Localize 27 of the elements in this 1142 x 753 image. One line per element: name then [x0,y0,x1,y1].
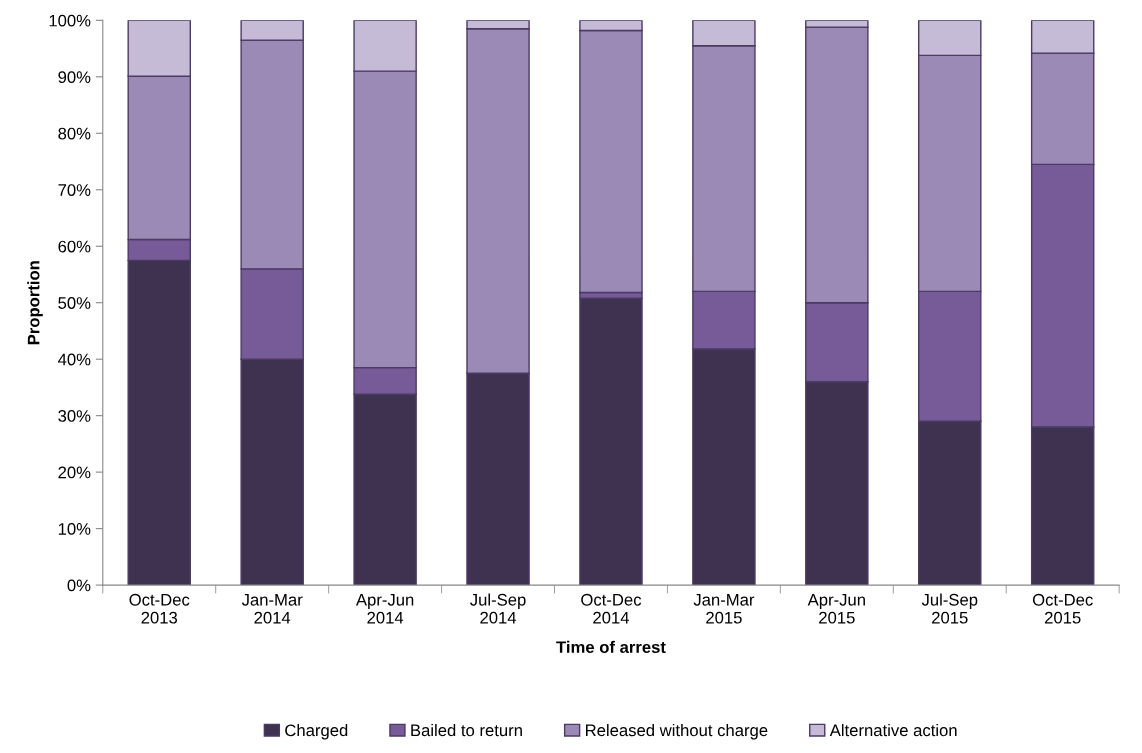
y-axis-title: Proportion [27,261,43,345]
x-tick-label: Oct-Dec 2013 [129,593,190,624]
bar [579,297,643,586]
legend-label: Released without charge [586,723,768,740]
y-tick-label: 60% [58,240,91,253]
x-tick-label: Jul-Sep 2014 [470,593,526,624]
x-axis-title: Time of arrest [556,640,666,654]
x-tick-label: Apr-Jun 2015 [807,594,865,624]
legend-label: Charged [285,723,348,740]
y-tick-label: 90% [58,71,91,84]
x-tick-label: Oct-Dec 2014 [581,593,642,624]
y-tick-label: 50% [58,297,91,309]
x-tick-label: Apr-Jun 2014 [355,594,414,624]
y-tick-label: 80% [58,127,91,140]
x-tick-label: Oct-Dec 2015 [1032,593,1093,624]
y-tick-label: 0% [67,579,91,592]
y-tick-label: 40% [58,353,91,366]
y-tick-label: 20% [58,466,91,479]
x-tick-label: Jan-Mar 2014 [241,594,303,624]
x-tick-label: Jan-Mar 2015 [693,594,755,624]
legend-label: Bailed to return [411,723,522,737]
y-tick-label: 30% [58,410,91,422]
y-tick-label: 70% [58,184,91,196]
x-tick-label: Jul-Sep 2015 [921,593,978,624]
y-tick-label: 100% [49,14,91,27]
y-tick-label: 10% [58,523,91,535]
legend-label: Alternative action [829,723,957,737]
